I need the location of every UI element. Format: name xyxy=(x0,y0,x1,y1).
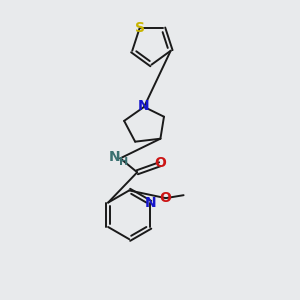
Text: O: O xyxy=(154,156,166,170)
Text: N: N xyxy=(109,150,121,164)
Text: N: N xyxy=(137,99,149,113)
Text: H: H xyxy=(118,157,128,167)
Text: O: O xyxy=(159,190,171,205)
Text: S: S xyxy=(135,21,145,35)
Text: N: N xyxy=(145,196,157,210)
